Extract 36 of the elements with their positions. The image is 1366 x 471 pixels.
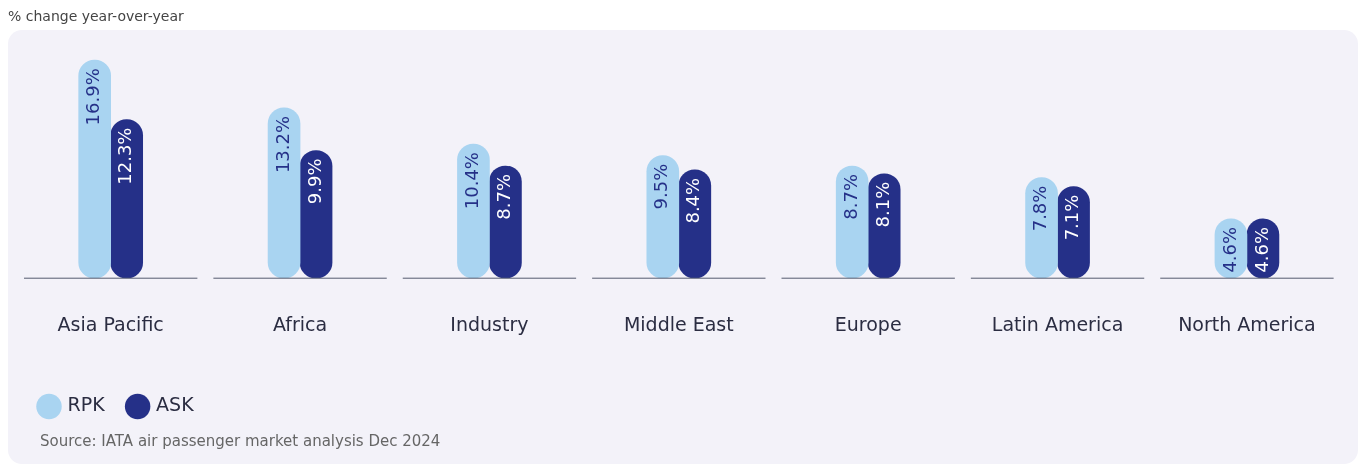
x-tick-label: Asia Pacific — [57, 312, 164, 335]
bar — [678, 169, 712, 279]
data-label: 7.1% — [1061, 194, 1083, 241]
legend-label: ASK — [156, 393, 195, 416]
x-tick-label: Africa — [272, 312, 328, 335]
x-tick-label: North America — [1178, 312, 1316, 335]
data-label: 8.1% — [871, 181, 893, 228]
bar — [267, 107, 301, 279]
bar — [78, 59, 112, 279]
source-note: Source: IATA air passenger market analysis Dec 2024 — [40, 432, 442, 450]
data-label: 7.8% — [1029, 185, 1051, 232]
data-label: 10.4% — [461, 152, 483, 210]
data-label: 4.6% — [1250, 226, 1272, 273]
data-label: 9.5% — [650, 163, 672, 210]
data-label: 16.9% — [82, 68, 104, 126]
legend-label: RPK — [67, 393, 106, 416]
bar — [489, 165, 522, 279]
x-tick-label: Latin America — [991, 312, 1124, 335]
data-label: 8.7% — [839, 173, 861, 220]
x-tick-label: Middle East — [623, 312, 734, 335]
bar — [457, 143, 490, 279]
bar — [646, 155, 680, 279]
bar — [110, 119, 144, 279]
bar — [299, 150, 333, 279]
chart-title: % change year-over-year — [8, 8, 185, 24]
data-label: 13.2% — [271, 115, 293, 174]
bar — [867, 173, 901, 279]
bar — [1025, 177, 1058, 279]
bar — [835, 165, 869, 279]
data-label: 4.6% — [1218, 226, 1240, 273]
data-label: 8.4% — [682, 177, 704, 224]
data-label: 9.9% — [303, 158, 325, 205]
x-tick-label: Industry — [450, 312, 529, 335]
data-label: 12.3% — [114, 127, 136, 185]
data-label: 8.7% — [493, 173, 515, 220]
x-tick-label: Europe — [834, 312, 902, 335]
